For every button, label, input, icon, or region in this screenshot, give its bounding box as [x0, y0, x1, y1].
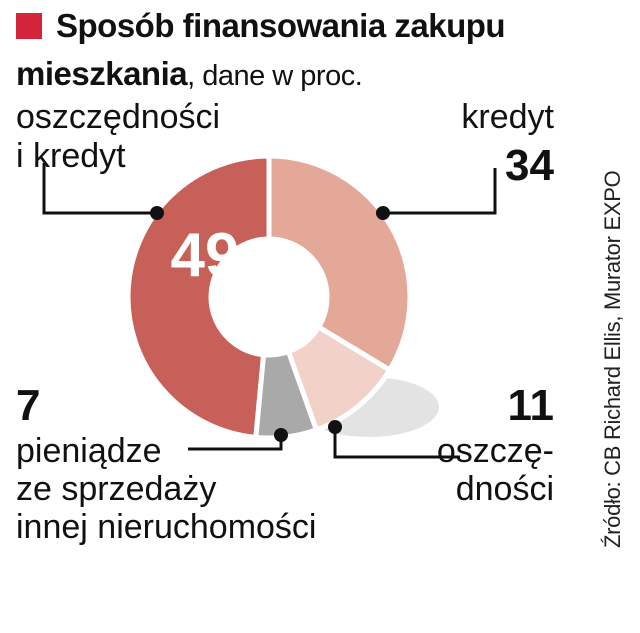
- slice-credit: [266, 153, 413, 374]
- dot-savings-and-credit: [150, 206, 164, 220]
- dot-savings: [328, 420, 342, 434]
- label-property-sale-line2: ze sprzedaży: [16, 470, 216, 508]
- title-line-2: mieszkania, dane w proc.: [16, 50, 576, 100]
- title-line-1: Sposób finansowania zakupu: [16, 2, 576, 50]
- chart-header: Sposób finansowania zakupu mieszkania, d…: [16, 2, 576, 100]
- value-savings-and-credit: 49: [171, 221, 240, 290]
- label-savings-and-credit-line1: oszczędności: [16, 98, 220, 136]
- leader-savings: [333, 427, 460, 459]
- leader-dots: [150, 206, 390, 442]
- leader-savings-and-credit: [42, 163, 157, 215]
- value-property-sale: 7: [16, 381, 40, 430]
- label-savings-line2: dności: [456, 470, 554, 508]
- chart-title: Sposób finansowania zakupu: [56, 7, 506, 44]
- label-property-sale-line1: pieniądze: [16, 432, 162, 470]
- donut-slices: [125, 153, 439, 441]
- label-credit-line1: kredyt: [461, 98, 554, 136]
- dot-credit: [376, 206, 390, 220]
- chart-title-continued: mieszkania: [16, 55, 188, 92]
- value-savings: 11: [507, 381, 554, 430]
- label-property-sale-line3: innej nieruchomości: [16, 508, 317, 546]
- label-savings-line1: oszczę-: [437, 432, 554, 470]
- dot-property-sale: [274, 428, 288, 442]
- slice-savings-and-credit: [125, 153, 272, 441]
- chart-subtitle: , dane w proc.: [187, 60, 363, 92]
- source-note: Źródło: CB Richard Ellis, Murator EXPO: [600, 170, 625, 548]
- title-marker-square: [16, 13, 42, 39]
- leader-credit: [383, 168, 497, 215]
- label-savings-and-credit-line2: i kredyt: [16, 137, 126, 175]
- value-credit: 34: [505, 141, 554, 190]
- slice-property-sale: [253, 348, 320, 441]
